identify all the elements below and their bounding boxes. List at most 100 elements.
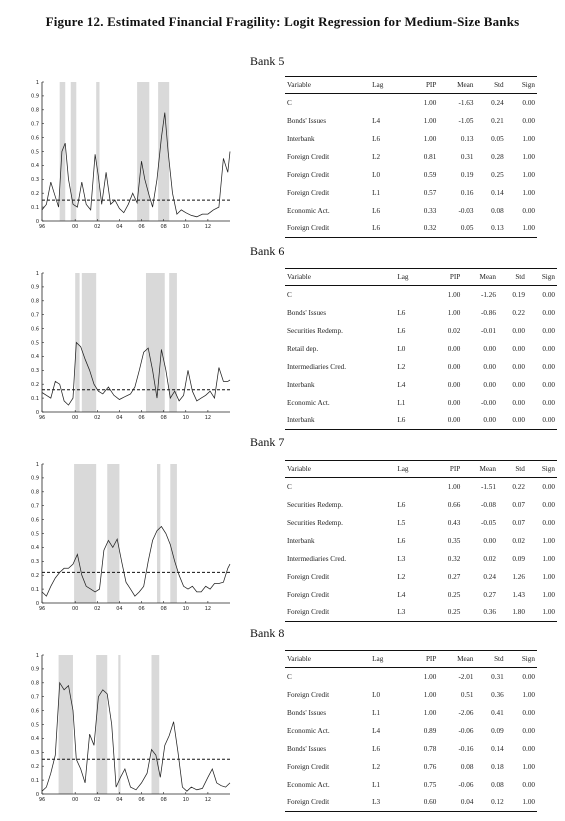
cell-lag: L0 — [372, 170, 381, 179]
column-header-std: Std — [475, 76, 506, 94]
bank-title: Bank 6 — [250, 244, 285, 258]
cell-mean: -1.26 — [480, 290, 496, 299]
cell-pip: 0.57 — [423, 188, 437, 197]
cell-mean: -0.00 — [480, 398, 496, 407]
table-row: Foreign Credit L2 0.27 0.24 1.26 1.00 — [285, 568, 557, 586]
cell-mean: -1.63 — [458, 98, 474, 107]
cell-pip: 0.75 — [423, 780, 437, 789]
regression-table-bank-7: Variable Lag PIP Mean Std Sign C 1.00 -1.51 0.22 0… — [285, 460, 557, 622]
y-tick-label: 1 — [36, 80, 39, 86]
chart-svg: 0 0.1 0.2 0.3 0.4 0.5 0.6 0.7 0.8 0.9 1 96 00 02 04 06 0… — [31, 653, 231, 803]
y-tick-label: 0.5 — [31, 340, 39, 346]
cell-std: 0.07 — [512, 518, 525, 527]
x-tick-label: 00 — [72, 224, 78, 230]
cell-std: 0.09 — [512, 554, 525, 563]
cell-sign: 0.00 — [542, 380, 555, 389]
x-tick-label: 12 — [205, 415, 211, 421]
table-row: Bonds' Issues L6 1.00 -0.86 0.22 0.00 — [285, 304, 557, 322]
column-header-pip: PIP — [408, 650, 439, 668]
cell-std: 1.80 — [497, 603, 527, 622]
cell-sign: 0.00 — [542, 482, 555, 491]
x-tick-label: 10 — [183, 797, 189, 803]
table-row: Economic Act. L4 0.89 -0.06 0.09 0.00 — [285, 722, 537, 740]
cell-mean: -0.05 — [480, 518, 496, 527]
y-tick-label: 0.4 — [31, 736, 39, 742]
x-tick-label: 96 — [39, 797, 45, 803]
cell-mean: -1.05 — [458, 116, 474, 125]
cell-std: 0.31 — [491, 672, 504, 681]
cell-std: 0.05 — [491, 134, 504, 143]
cell-pip: 1.00 — [423, 690, 437, 699]
column-header-std: Std — [497, 268, 527, 286]
x-tick-label: 00 — [72, 606, 78, 612]
cell-mean: -2.06 — [458, 708, 474, 717]
table-row: Interbank L6 0.35 0.00 0.02 1.00 — [285, 532, 557, 550]
column-header-variable: Variable — [285, 268, 396, 286]
column-header-mean: Mean — [462, 460, 498, 478]
cell-mean: 0.02 — [483, 554, 496, 563]
cell-lag: L1 — [372, 708, 381, 717]
cell-sign: 0.00 — [542, 362, 555, 371]
cell-lag — [370, 94, 408, 112]
regression-table-bank-5: Variable Lag PIP Mean Std Sign C 1.00 -1.63 0.24 0… — [285, 76, 537, 238]
cell-pip: 0.43 — [447, 518, 461, 527]
cell-mean: 0.13 — [460, 134, 474, 143]
cell-std: 0.25 — [491, 170, 504, 179]
table-row: Economic Act. L1 0.00 -0.00 0.00 0.00 — [285, 394, 557, 412]
x-tick-label: 04 — [116, 415, 122, 421]
cell-lag: L1 — [372, 780, 381, 789]
cell-sign: 0.00 — [522, 708, 535, 717]
cell-lag: L4 — [372, 726, 381, 735]
cell-variable: Foreign Credit — [287, 762, 330, 771]
cell-lag: L3 — [397, 554, 406, 563]
x-tick-label: 96 — [39, 606, 45, 612]
bank-title: Bank 8 — [250, 626, 285, 640]
cell-std: 0.00 — [512, 380, 525, 389]
table-row: C 1.00 -1.63 0.24 0.00 — [285, 94, 537, 112]
shaded-crisis-band — [96, 82, 100, 221]
cell-std: 0.13 — [475, 219, 506, 238]
x-tick-label: 12 — [205, 797, 211, 803]
cell-pip: 0.59 — [423, 170, 437, 179]
cell-pip: 0.25 — [447, 590, 461, 599]
cell-variable: Economic Act. — [287, 398, 330, 407]
column-header-lag: Lag — [395, 268, 434, 286]
cell-variable: Foreign Credit — [287, 590, 330, 599]
y-tick-label: 0.6 — [31, 135, 39, 141]
y-tick-label: 0.3 — [31, 559, 39, 565]
cell-lag: L1 — [372, 188, 381, 197]
column-header-sign: Sign — [526, 460, 557, 478]
column-header-mean: Mean — [462, 268, 498, 286]
cell-sign: 1.00 — [542, 572, 555, 581]
chart-bank-8: 0 0.1 0.2 0.3 0.4 0.5 0.6 0.7 0.8 0.9 1 96 00 02 04 06 0… — [30, 651, 235, 811]
cell-std: 0.18 — [491, 762, 504, 771]
y-tick-label: 0.1 — [31, 587, 39, 593]
table-row: Interbank L6 0.00 0.00 0.00 0.00 — [285, 411, 557, 430]
x-tick-label: 02 — [94, 224, 100, 230]
cell-pip: 0.00 — [447, 362, 461, 371]
cell-std: 0.00 — [512, 326, 525, 335]
cell-pip: 0.32 — [447, 554, 461, 563]
cell-lag: L6 — [397, 500, 406, 509]
cell-lag: L6 — [397, 536, 406, 545]
cell-mean: 0.16 — [460, 188, 474, 197]
cell-std: 0.22 — [512, 308, 525, 317]
y-tick-label: 0.2 — [31, 191, 39, 197]
x-tick-label: 06 — [138, 797, 144, 803]
cell-mean: -1.51 — [480, 482, 496, 491]
column-header-sign: Sign — [505, 76, 537, 94]
cell-pip: 0.00 — [447, 398, 461, 407]
shaded-crisis-band — [58, 655, 73, 794]
cell-sign: 1.00 — [522, 170, 535, 179]
cell-mean: 0.51 — [460, 690, 474, 699]
cell-sign: 0.00 — [542, 326, 555, 335]
cell-mean: 0.19 — [460, 170, 474, 179]
cell-sign: 1.00 — [522, 134, 535, 143]
cell-pip: 0.76 — [423, 762, 437, 771]
cell-lag — [395, 286, 433, 304]
cell-variable: Interbank — [287, 380, 315, 389]
cell-variable: Foreign Credit — [287, 152, 330, 161]
column-header-pip: PIP — [433, 268, 463, 286]
table-row: Interbank L4 0.00 0.00 0.00 0.00 — [285, 376, 557, 394]
cell-lag: L1 — [397, 398, 406, 407]
